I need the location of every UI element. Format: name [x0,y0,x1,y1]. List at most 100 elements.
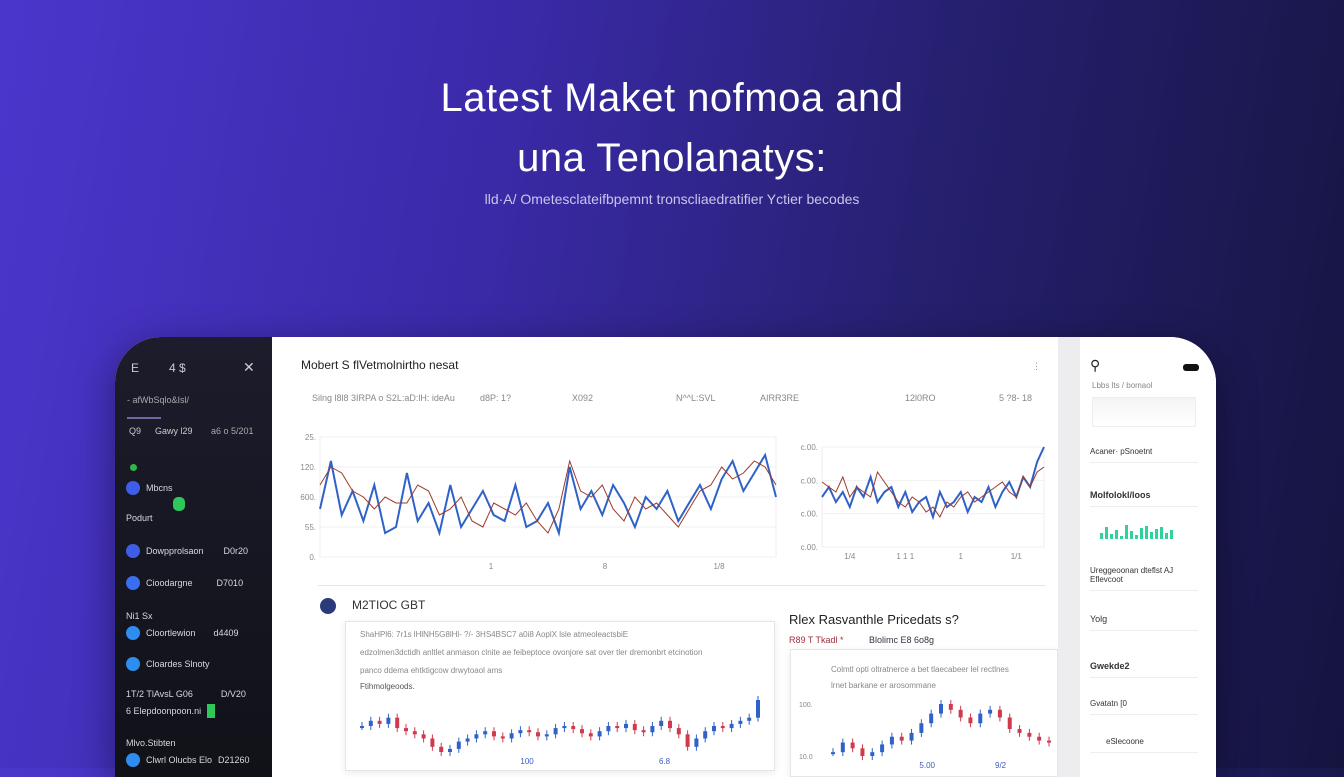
y-tick-label: 120. [300,463,316,472]
y-tick-label: 25. [305,433,316,442]
sidebar-item[interactable]: Cloortlewion d4409 [126,626,239,640]
candle [929,713,934,724]
app-window: E 4 $ ✕ - afWbSqlo&Isl/ Q9 Gawy l29 a6 o… [115,337,1216,777]
card2-title: Rlex Rasvanthle Pricedats s? [789,612,959,627]
candle [889,736,894,745]
candle [860,748,865,756]
candle [1007,717,1012,730]
volume-bar [1110,534,1113,539]
menu-icon[interactable]: ✕ [243,359,255,375]
candle [474,734,479,739]
y-tick-label: 10.0 [799,754,813,761]
right-item[interactable]: Yolg [1090,614,1198,631]
coin-icon [126,576,140,590]
column-header[interactable]: 5 ?8- 18 [999,393,1033,403]
candlestick-chart-2[interactable]: 5.00 9/2 100. 10.0 [797,690,1053,774]
candle [1037,736,1042,741]
sidebar-item[interactable]: Ni1 Sx [126,611,153,621]
sidebar-item[interactable]: Mbcns [126,481,173,495]
search-icon[interactable]: ⚲ [1090,357,1101,373]
volume-bar [1155,529,1158,539]
coin-icon [126,657,140,671]
candle [840,742,845,753]
mini-widget[interactable] [1092,397,1196,427]
candle [421,734,426,739]
right-item[interactable]: Molfolokl/loos [1090,490,1198,507]
series-line-0 [319,452,777,537]
sidebar-item[interactable]: Mlvo.Stibten [126,738,176,748]
candle [694,738,699,747]
candle [747,717,752,721]
tab-2[interactable]: a6 o 5/201 [211,426,254,436]
candle [659,720,664,726]
tab-0[interactable]: Q9 [129,426,142,436]
column-header[interactable]: X092 [572,393,594,403]
candle [439,746,444,752]
more-icon[interactable]: ⋮ [1032,361,1041,371]
sidebar-item[interactable]: Dowpprolsaon D0r20 [126,544,248,558]
right-panel: ⚲ Lbbs lts / bomaol Acaner· pSnoetnt Mol… [1080,337,1216,777]
candle [831,752,835,755]
candle [720,726,725,729]
sidebar-item[interactable]: Cioodargne D7010 [126,576,243,590]
candle [386,717,391,724]
column-header[interactable]: AIRR3RE [760,393,800,403]
y-tick-label: c.00. [801,476,818,485]
candle [588,733,593,737]
x-tick-label: 9/2 [995,761,1007,770]
sidebar-item[interactable]: Cloardes Slnoty [126,657,210,671]
analysis-card[interactable]: ShaHPl6: 7r1s lHlNH5G8lHl- ?/- 3HS4BSC7 … [345,621,775,771]
candle [395,717,400,729]
tab-1[interactable]: Gawy l29 [155,426,193,436]
main-panel: Mobert S flVetmolnirtho nesat ⋮ Silng l8… [272,337,1058,777]
candle [597,731,602,737]
candle [738,720,743,724]
sidebar-item[interactable]: 1T/2 TlAvsL G06 D/V20 [126,689,246,699]
right-item[interactable]: Gwekde2 [1090,661,1198,678]
candle [919,723,924,733]
column-header[interactable]: N^^L:SVL [676,393,716,403]
x-tick-label: 8 [603,562,608,571]
candle [1017,729,1022,733]
y-tick-label: 100. [799,702,813,709]
candlestick-chart-1[interactable]: 100 6.8 [356,692,766,768]
coin-icon [126,753,140,767]
candle [997,709,1002,718]
sidebar: E 4 $ ✕ - afWbSqlo&Isl/ Q9 Gawy l29 a6 o… [115,337,272,777]
right-item[interactable]: Ureggeoonan dteflst AJ Eflevcoot [1090,566,1198,591]
right-item[interactable]: eSlecoone [1090,737,1198,753]
candle [360,726,364,728]
right-item[interactable]: Acaner· pSnoetnt [1090,447,1198,463]
candle [899,736,904,741]
prediction-card[interactable]: Colmtl opti oltratnerce a bet tlaecabeer… [790,649,1058,777]
column-header[interactable]: d8P: 1? [480,393,512,403]
hero-subtitle: lld·A/ Ometesclateifbpemnt tronscliaedra… [484,191,860,207]
candle [880,744,885,753]
candle [703,731,708,739]
sidebar-item[interactable]: 6 Elepdoonpoon.ni [126,704,216,718]
x-tick-label: 5.00 [919,761,935,770]
right-item[interactable]: Gvatatn [0 [1090,699,1198,715]
sidebar-item[interactable]: Podurt [126,513,153,523]
logo-icon[interactable]: E [131,361,140,375]
candle [756,700,760,718]
candle [483,731,488,735]
candle [448,748,452,752]
hero-title-line1: Latest Maket nofmoa and [440,76,904,120]
price-chart-1[interactable]: 25. 120. 600. 55. 0. 1 8 1/8 [292,417,782,577]
candle [850,742,855,749]
volume-bar [1100,533,1103,539]
column-header[interactable]: 12l0RO [905,393,936,403]
column-header[interactable]: Silng l8l8 3IRPA o S2L:aD:lH: ideAu [312,393,455,403]
hero-title-line2: una Tenolanatys: [517,136,827,180]
candle [377,720,382,724]
candle [430,738,435,747]
price-chart-2[interactable]: c.00. c.00. c.00. c.00. 1/4 1 1 1 1 1/1 [792,427,1052,567]
section-icon [320,598,336,614]
candle [615,726,620,729]
coin-icon [126,626,140,640]
sidebar-subtitle: - afWbSqlo&Isl/ [127,395,190,405]
sidebar-item[interactable]: Clwrl Olucbs Elo D21260 [126,753,250,767]
currency-icon[interactable]: 4 $ [169,361,186,375]
candle [650,726,655,733]
